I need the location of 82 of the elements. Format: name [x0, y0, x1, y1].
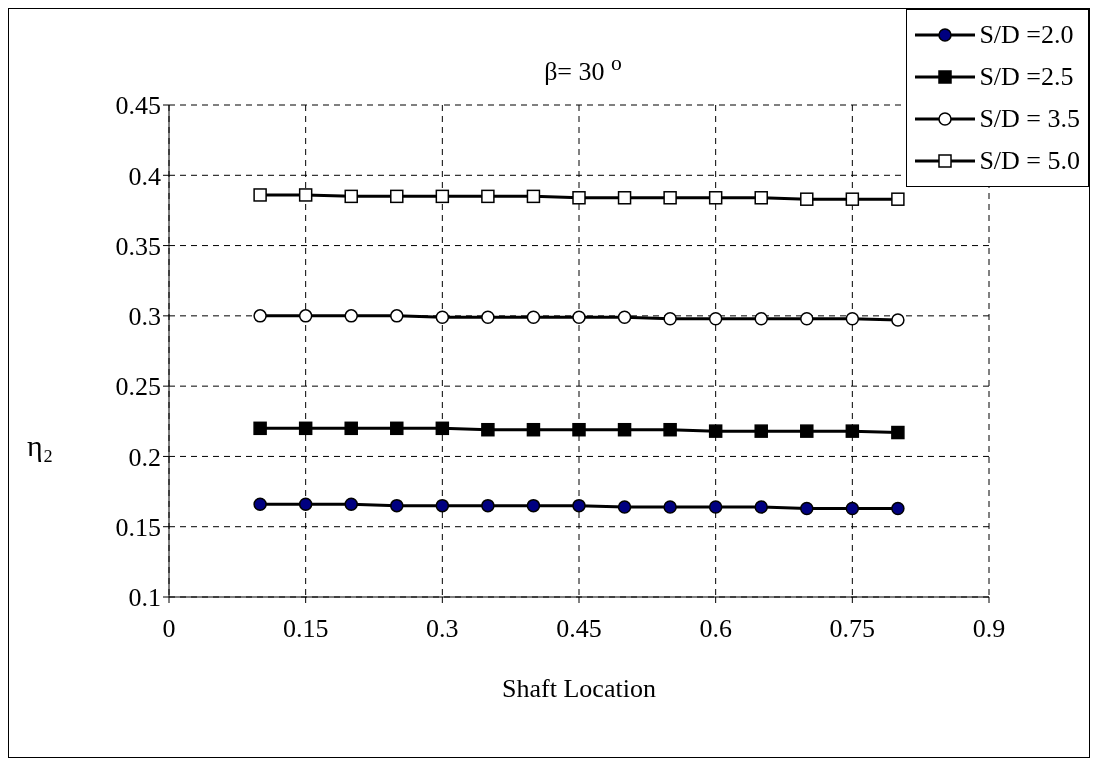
point — [754, 424, 768, 438]
point — [891, 192, 905, 206]
point — [845, 501, 860, 516]
point — [253, 421, 267, 436]
point — [754, 500, 768, 514]
point — [344, 189, 358, 204]
point — [344, 497, 358, 511]
point — [481, 310, 495, 325]
point — [526, 310, 541, 325]
point — [526, 422, 541, 437]
point — [253, 309, 267, 323]
point — [298, 188, 313, 202]
point — [435, 310, 450, 325]
legend-label: S/D =2.0 — [979, 20, 1074, 50]
x-tick-label: 0.75 — [829, 614, 876, 644]
y-tick-label: 0.45 — [115, 91, 161, 121]
point — [435, 189, 450, 204]
legend-label: S/D =2.5 — [979, 62, 1074, 92]
point — [253, 497, 267, 511]
point — [663, 422, 677, 437]
y-tick-label: 0.15 — [115, 512, 161, 542]
point — [891, 425, 905, 440]
point — [572, 310, 586, 325]
point — [298, 421, 313, 436]
point — [572, 498, 586, 513]
legend-label: S/D = 5.0 — [979, 146, 1080, 176]
point — [298, 309, 313, 323]
y-tick-label: 0.25 — [115, 372, 161, 402]
point — [754, 311, 768, 326]
point — [344, 309, 358, 323]
point — [481, 422, 495, 437]
chart-title: β= 30 $^{o}$ — [544, 51, 622, 86]
point — [435, 421, 450, 436]
point — [800, 192, 814, 206]
y-tick-label: 0.2 — [128, 442, 161, 472]
point — [617, 422, 632, 437]
point — [800, 311, 814, 326]
x-tick-label: 0 — [162, 614, 176, 644]
point — [617, 310, 632, 325]
point — [754, 191, 768, 205]
x-tick-label: 0.15 — [282, 614, 329, 644]
point — [390, 421, 404, 436]
x-axis-title: Shaft Location — [502, 674, 656, 703]
point — [845, 192, 860, 206]
y-axis-title: η₂ — [27, 429, 54, 463]
x-tick-label: 0.9 — [972, 614, 1006, 644]
y-tick-label: 0.3 — [128, 302, 161, 332]
point — [708, 191, 723, 205]
point — [390, 309, 404, 323]
point — [891, 313, 905, 327]
y-tick-label: 0.35 — [115, 231, 161, 261]
x-tick-label: 0.45 — [556, 614, 602, 644]
point — [617, 191, 632, 205]
point — [708, 424, 723, 438]
point — [298, 497, 313, 511]
y-tick-label: 0.1 — [128, 583, 161, 613]
point — [572, 422, 586, 437]
x-tick-label: 0.3 — [426, 614, 459, 644]
point — [663, 311, 677, 326]
point — [390, 498, 404, 513]
point — [663, 191, 677, 205]
point — [344, 421, 358, 436]
point — [390, 189, 404, 204]
point — [800, 501, 814, 516]
point — [481, 189, 495, 204]
point — [845, 311, 860, 326]
point — [253, 188, 267, 202]
point — [663, 500, 677, 514]
point — [526, 189, 541, 204]
point — [891, 501, 905, 516]
point — [572, 191, 586, 205]
point — [845, 424, 860, 438]
y-tick-label: 0.4 — [128, 161, 161, 191]
point — [800, 424, 814, 438]
x-tick-label: 0.6 — [699, 614, 732, 644]
point — [481, 498, 495, 513]
point — [617, 500, 632, 514]
point — [708, 311, 723, 326]
point — [708, 500, 723, 514]
point — [435, 498, 450, 513]
legend-label: S/D = 3.5 — [979, 104, 1080, 134]
point — [526, 498, 541, 513]
